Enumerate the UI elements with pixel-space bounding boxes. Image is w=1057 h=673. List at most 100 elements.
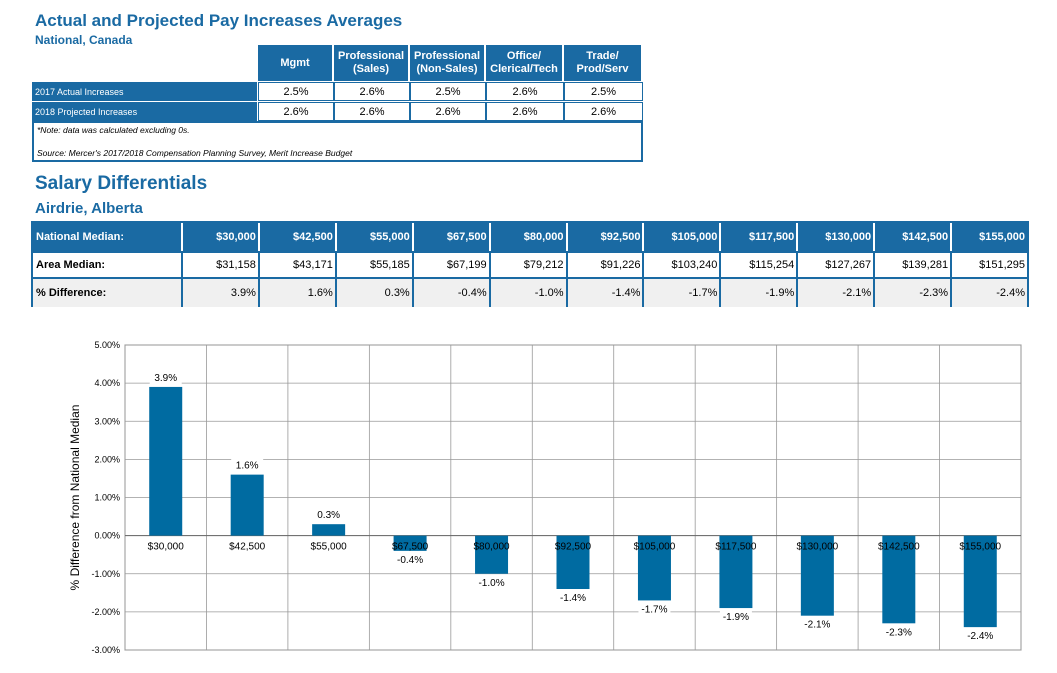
data-label-background [719,610,752,624]
bar [312,524,346,536]
salary-table-subtitle: Airdrie, Alberta [35,200,143,217]
bar [149,386,183,536]
pay-column-header: Office/Clerical/Tech [486,45,564,81]
salary-cell: $67,199 [411,253,489,277]
bar [637,535,671,601]
pay-column-header-line: Mgmt [280,56,310,69]
salary-cell: 3.9% [181,279,258,307]
salary-cell: $79,212 [488,253,566,277]
salary-cell: -2.1% [796,279,873,307]
x-category-label: $155,000 [959,542,1001,553]
x-category-label: $55,000 [311,542,348,553]
data-label: -2.1% [804,620,830,631]
salary-cell: $115,254 [719,253,796,277]
pay-cell: 2.6% [486,102,564,121]
y-tick-label: 3.00% [94,416,120,426]
salary-row-label: Area Median: [36,259,106,271]
pay-column-header: Trade/Prod/Serv [564,45,643,81]
pay-column-header-line: Professional [337,50,405,62]
data-label-background [638,602,671,616]
salary-row-label: % Difference: [36,287,107,299]
salary-row: Area Median: $31,158 $43,171 $55,185 $67,199… [33,251,1027,279]
y-tick-label: -2.00% [91,607,120,617]
pay-cell: 2.6% [334,102,410,121]
pay-column-header-line: Prod/Serv [576,63,629,75]
pay-cell: 2.5% [410,82,486,101]
salary-cell: $103,240 [642,253,719,277]
data-label: -0.4% [397,555,423,566]
data-label-background [964,629,997,643]
bar [393,535,427,551]
pay-table-source: Source: Mercer's 2017/2018 Compensation … [37,148,353,158]
salary-cell: 0.3% [334,279,412,307]
data-label: -1.9% [723,612,749,623]
pay-cell: 2.6% [258,102,334,121]
y-axis-label: % Difference from National Median [68,405,82,591]
pay-increases-table: *Note: data was calculated excluding 0s.… [32,45,643,162]
pay-column-header-line: Clerical/Tech [490,63,558,75]
pay-cell: 2.6% [564,102,643,121]
x-category-label: $92,500 [555,542,592,553]
pay-column-header-line: (Non-Sales) [416,63,478,75]
salary-cell: $30,000 [181,223,258,251]
salary-difference-bar-chart: 5.00% 4.00% 3.00% 2.00% 1.00% 0.00% -1.00% -2.0… [68,340,1022,655]
salary-row-label: National Median: [36,231,125,243]
data-label: -2.3% [886,627,912,638]
y-tick-label: 5.00% [94,340,120,350]
salary-cell: -1.9% [719,279,796,307]
data-label-background [149,370,182,384]
data-label-background [801,617,834,631]
data-label: -2.4% [967,631,993,642]
x-category-label: $105,000 [634,542,676,553]
salary-cell: $80,000 [488,223,566,251]
pay-column-header-line: (Sales) [352,63,390,75]
salary-cell: $127,267 [796,253,873,277]
pay-column-header: Professional (Non-Sales) [410,45,486,81]
data-label: 0.3% [317,510,340,521]
salary-cell: $105,000 [642,223,719,251]
salary-cell: -1.0% [488,279,566,307]
x-category-label: $42,500 [229,542,266,553]
data-label: -1.4% [560,593,586,604]
salary-cell: $55,185 [334,253,412,277]
salary-cell: -2.3% [873,279,950,307]
x-category-label: $130,000 [797,542,839,553]
pay-cell: 2.5% [258,82,334,101]
salary-cell: $142,500 [873,223,950,251]
salary-cell: $130,000 [796,223,873,251]
x-category-label: $117,500 [715,542,756,553]
x-category-label: $67,500 [392,542,429,553]
pay-row-label: 2017 Actual Increases [32,82,257,101]
salary-cell: $155,000 [950,223,1027,251]
salary-cell: -1.7% [642,279,719,307]
salary-cell: $67,500 [411,223,489,251]
pay-column-header-line: Professional [413,50,481,62]
y-tick-label: -3.00% [91,645,120,655]
salary-row: % Difference: 3.9% 1.6% 0.3% -0.4% -1.0% -1.4%… [33,279,1027,307]
data-label-background [557,591,589,604]
salary-cell: $42,500 [257,223,335,251]
data-label: 3.9% [154,373,177,384]
pay-column-header: Professional (Sales) [334,45,410,81]
salary-row: National Median: $30,000 $42,500 $55,000 $67… [33,223,1027,251]
data-label-background [312,508,345,522]
bar [556,535,590,589]
salary-cell: $31,158 [181,253,258,277]
pay-cell: 2.5% [564,82,643,101]
data-label-background [231,458,264,472]
pay-table-note: *Note: data was calculated excluding 0s. [37,125,190,135]
data-label: -1.7% [641,604,667,615]
salary-cell: $55,000 [334,223,412,251]
pay-table-title: Actual and Projected Pay Increases Avera… [35,11,403,30]
pay-column-header-line: Office/ [506,50,542,62]
bar [800,535,834,616]
data-label: 1.6% [236,461,259,472]
bar [230,474,264,536]
pay-table-subtitle: National, Canada [35,33,133,47]
x-category-label: $80,000 [473,542,510,553]
pay-row-label: 2018 Projected Increases [32,102,257,121]
x-category-label: $142,500 [878,542,920,553]
x-category-label: $30,000 [148,542,185,553]
y-tick-label: 0.00% [94,531,120,541]
data-label-background [394,552,427,566]
